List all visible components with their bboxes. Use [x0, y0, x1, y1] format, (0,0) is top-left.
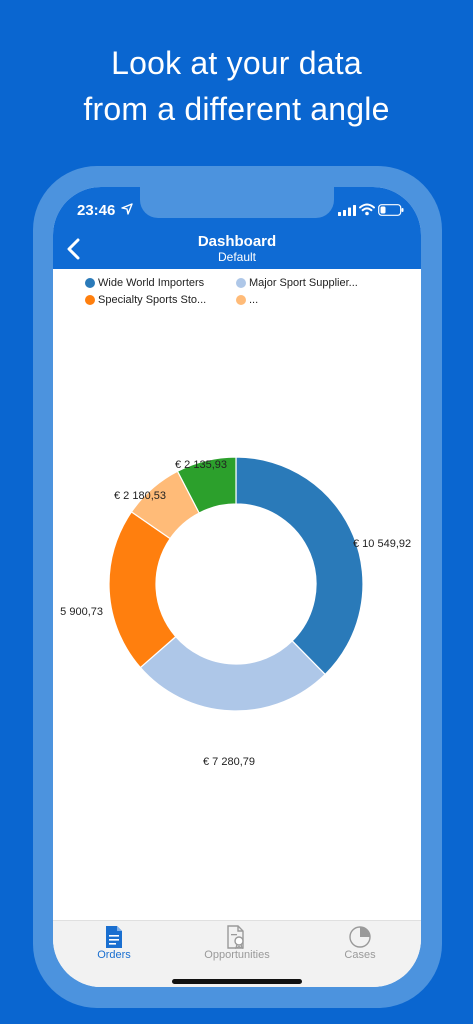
- tab-label: Opportunities: [204, 949, 270, 961]
- legend-label: ...: [249, 294, 259, 306]
- cellular-signal-icon: [338, 205, 356, 216]
- back-chevron-icon[interactable]: [61, 235, 87, 263]
- page-title: Dashboard: [197, 233, 277, 250]
- wifi-icon: [359, 203, 375, 216]
- location-arrow-icon: [121, 203, 133, 215]
- legend-item[interactable]: Major Sport Supplier...: [236, 277, 358, 289]
- tab-bar: Orders Opportunities Cases: [53, 920, 421, 987]
- tab-opportunities[interactable]: Opportunities: [176, 921, 298, 971]
- legend-dot: [236, 278, 246, 288]
- legend-label: Wide World Importers: [98, 277, 205, 289]
- legend-item[interactable]: Wide World Importers: [85, 277, 204, 289]
- document-icon: [106, 926, 122, 948]
- legend-item[interactable]: Specialty Sports Sto...: [85, 294, 206, 306]
- navigation-bar: 23:46 Dashboard Default: [53, 187, 421, 269]
- legend-dot: [85, 295, 95, 305]
- legend-dot: [236, 295, 246, 305]
- legend-item[interactable]: ...: [236, 294, 258, 306]
- tab-label: Cases: [344, 949, 376, 961]
- page-subtitle: Default: [217, 250, 257, 264]
- slice-data-label: € 2 180,53: [114, 490, 166, 502]
- donut-slice[interactable]: [139, 635, 327, 712]
- legend-label: Major Sport Supplier...: [249, 277, 358, 289]
- certificate-icon: [227, 925, 244, 949]
- legend-dot: [85, 278, 95, 288]
- donut-chart: € 10 549,92 € 7 280,79 5 900,73 € 2 180,53 €…: [60, 456, 411, 768]
- tab-label: Orders: [97, 949, 131, 961]
- phone-screen: 23:46 Dashboard Default Wide Wor: [53, 187, 421, 987]
- promo-line-1: Look at your data: [111, 45, 362, 81]
- slice-data-label: € 7 280,79: [203, 756, 255, 768]
- donut-slice[interactable]: [176, 456, 237, 514]
- notch: [140, 187, 334, 218]
- slice-data-label: 5 900,73: [60, 606, 103, 618]
- tab-cases[interactable]: Cases: [299, 921, 421, 971]
- promo-line-2: from a different angle: [83, 91, 390, 127]
- slice-data-label: € 2 135,93: [175, 459, 227, 471]
- slice-data-label: € 10 549,92: [353, 538, 411, 550]
- battery-icon: [378, 204, 404, 216]
- tab-orders[interactable]: Orders: [53, 921, 175, 971]
- legend-label: Specialty Sports Sto...: [98, 294, 207, 306]
- home-indicator: [172, 979, 302, 984]
- promo-headline: Look at your data from a different angle: [0, 40, 473, 132]
- pie-chart-icon: [349, 926, 371, 948]
- donut-slice[interactable]: [235, 456, 364, 676]
- status-time: 23:46: [77, 202, 116, 219]
